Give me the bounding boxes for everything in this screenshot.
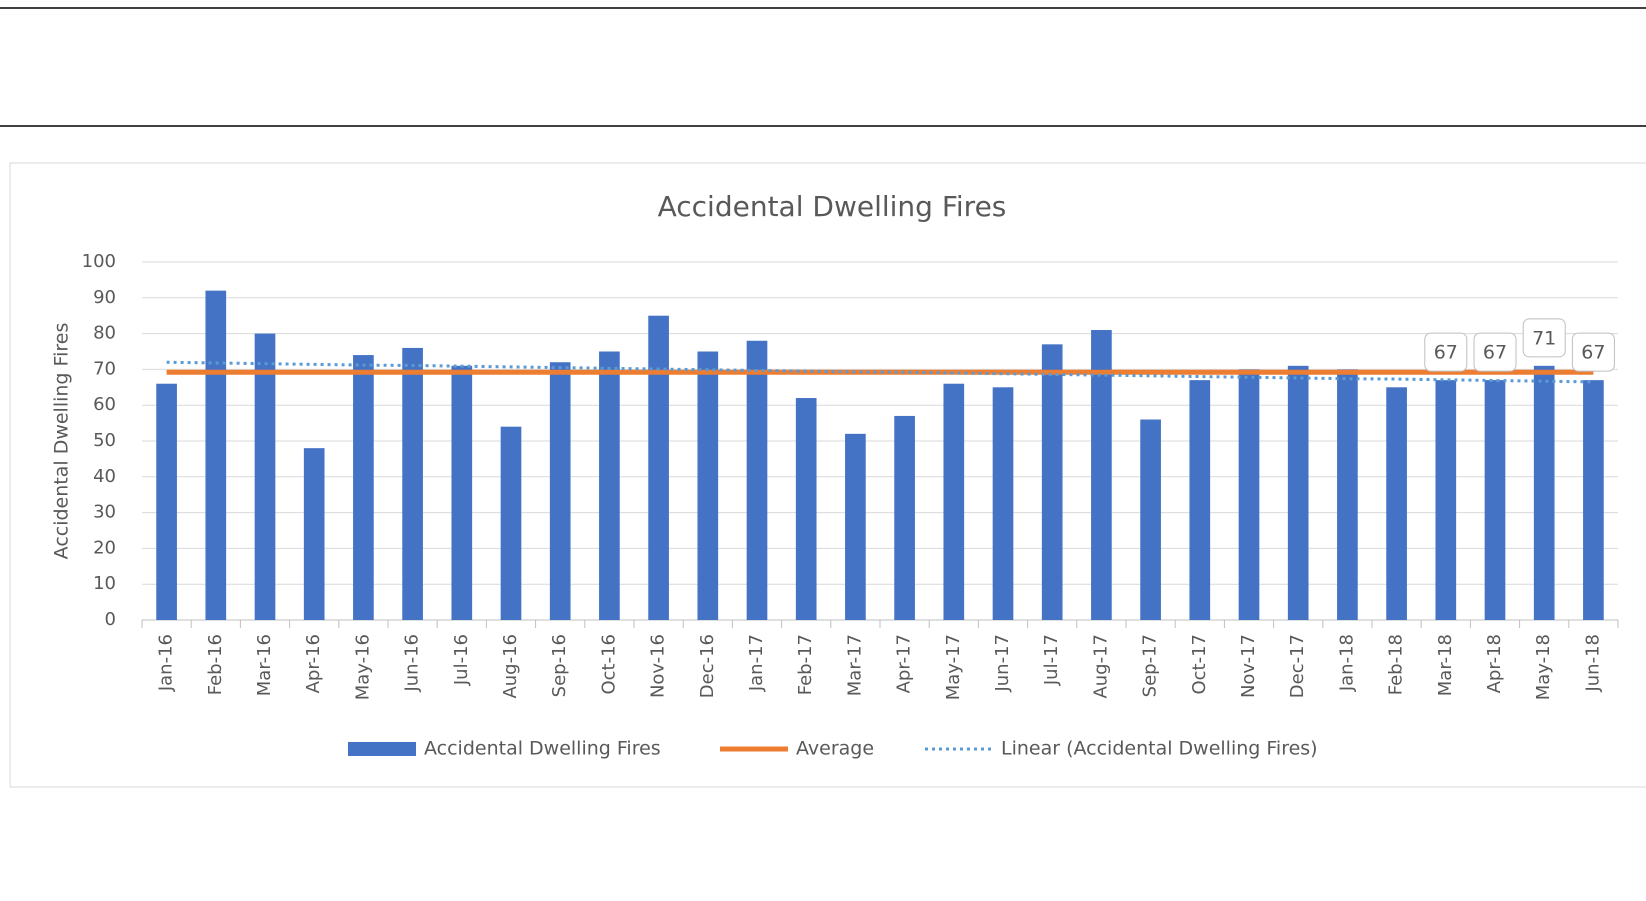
- bar: [549, 362, 571, 620]
- x-tick-label: Jan-18: [1336, 634, 1357, 692]
- data-label: 67: [1483, 342, 1507, 364]
- bar: [451, 365, 473, 620]
- data-label-box: [1522, 318, 1566, 358]
- y-tick-label: 80: [93, 323, 116, 344]
- data-label: 71: [1532, 327, 1556, 349]
- bar: [746, 340, 768, 620]
- bar: [1238, 369, 1260, 620]
- x-tick-label: May-17: [943, 634, 964, 700]
- x-tick-label: Sep-17: [1140, 634, 1161, 697]
- chart-title: Accidental Dwelling Fires: [658, 190, 1007, 223]
- data-label: 67: [1434, 342, 1458, 364]
- x-tick-label: Nov-17: [1238, 634, 1259, 698]
- y-tick-label: 20: [93, 537, 116, 558]
- bar: [599, 351, 620, 620]
- legend-label: Linear (Accidental Dwelling Fires): [1001, 738, 1318, 760]
- bar: [795, 398, 817, 620]
- y-tick-label: 70: [93, 358, 116, 379]
- x-tick-label: Oct-17: [1189, 634, 1210, 695]
- bar: [1140, 419, 1161, 620]
- bar: [992, 387, 1014, 620]
- x-tick-label: Apr-16: [303, 634, 324, 693]
- bar: [353, 355, 374, 620]
- y-tick-label: 100: [82, 251, 116, 272]
- x-tick-label: Aug-17: [1090, 634, 1111, 699]
- y-tick-label: 30: [93, 502, 116, 523]
- bar: [156, 383, 177, 620]
- x-tick-label: Aug-16: [500, 634, 521, 699]
- bar: [894, 415, 915, 620]
- data-label: 67: [1581, 342, 1605, 364]
- bar: [303, 448, 325, 620]
- x-tick-label: Jan-16: [156, 634, 177, 692]
- y-tick-label: 90: [93, 287, 116, 308]
- bar: [500, 426, 522, 620]
- x-tick-label: Dec-16: [697, 634, 718, 698]
- legend-label: Accidental Dwelling Fires: [424, 738, 661, 760]
- data-label-box: [1473, 332, 1517, 372]
- bar: [1287, 365, 1309, 620]
- bar: [1337, 369, 1358, 620]
- x-tick-label: Oct-16: [598, 634, 619, 695]
- bar: [254, 333, 276, 620]
- bar: [1484, 380, 1506, 620]
- bar: [1435, 380, 1457, 620]
- bar: [845, 433, 866, 620]
- y-tick-label: 0: [105, 609, 116, 630]
- x-tick-label: Jun-16: [402, 634, 423, 693]
- y-tick-label: 40: [93, 466, 116, 487]
- bar: [1386, 387, 1407, 620]
- bar: [1189, 380, 1211, 620]
- legend-swatch: [348, 742, 416, 756]
- x-tick-label: Feb-16: [205, 634, 226, 695]
- y-tick-label: 10: [93, 573, 116, 594]
- bar: [402, 347, 423, 620]
- bar: [943, 383, 965, 620]
- y-tick-label: 50: [93, 430, 116, 451]
- bar: [648, 315, 669, 620]
- chart-frame: [9, 162, 1646, 788]
- x-tick-label: Jun-18: [1582, 634, 1603, 693]
- y-axis-title: Accidental Dwelling Fires: [51, 323, 73, 560]
- x-tick-label: Mar-16: [254, 634, 275, 696]
- x-tick-label: Mar-17: [844, 634, 865, 696]
- x-tick-label: Dec-17: [1287, 634, 1308, 698]
- x-tick-label: Jul-17: [1041, 634, 1062, 686]
- bar: [697, 351, 719, 620]
- x-tick-label: Nov-16: [648, 634, 669, 698]
- legend-label: Average: [796, 738, 874, 760]
- x-tick-label: Feb-17: [795, 634, 816, 695]
- x-tick-label: May-18: [1533, 634, 1554, 700]
- bar: [1041, 344, 1063, 620]
- data-label-box: [1424, 332, 1468, 372]
- data-label-box: [1571, 332, 1615, 372]
- bar: [1533, 365, 1555, 620]
- bar: [205, 290, 227, 620]
- x-tick-label: Apr-17: [894, 634, 915, 693]
- bar: [1583, 380, 1604, 620]
- bar: [1091, 330, 1112, 620]
- x-tick-label: Jan-17: [746, 634, 767, 692]
- x-tick-label: Apr-18: [1484, 634, 1505, 693]
- y-tick-label: 60: [93, 394, 116, 415]
- x-tick-label: Sep-16: [549, 634, 570, 697]
- x-tick-label: Feb-18: [1386, 634, 1407, 695]
- x-tick-label: May-16: [352, 634, 373, 700]
- x-tick-label: Mar-18: [1435, 634, 1456, 696]
- x-tick-label: Jul-16: [451, 634, 472, 686]
- x-tick-label: Jun-17: [992, 634, 1013, 693]
